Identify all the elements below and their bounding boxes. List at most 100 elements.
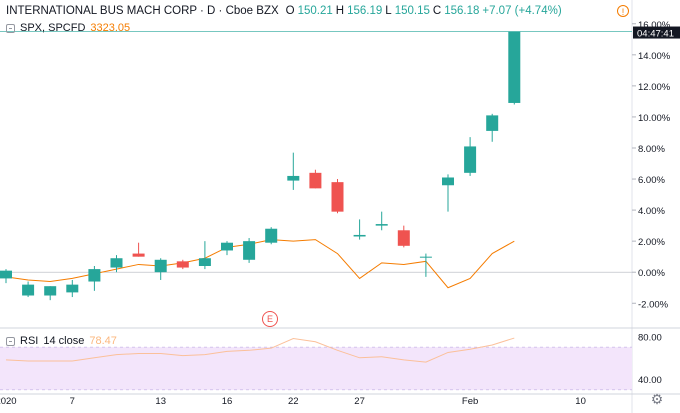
close-label: C — [432, 5, 442, 17]
x-tick-label: 27 — [354, 396, 365, 407]
rsi-value: 78.47 — [89, 335, 117, 347]
rsi-y-tick-label: 80.00 — [638, 332, 662, 343]
open-value: 150.21 — [297, 5, 333, 17]
y-tick-label: -2.00% — [638, 299, 669, 310]
candle-body — [331, 182, 344, 212]
rsi-params: 14 close — [43, 335, 85, 347]
candle-body — [353, 234, 366, 237]
y-tick-label: 0.00% — [638, 268, 665, 279]
rsi-pane — [0, 337, 632, 391]
gear-icon-glyph: ⚙ — [650, 391, 664, 407]
x-tick-label: 2020 — [0, 396, 17, 407]
candle — [265, 227, 278, 245]
time-badge: 04:47:41 — [637, 29, 674, 40]
x-tick-label: 22 — [288, 396, 299, 407]
candle-body — [66, 284, 79, 293]
compare-value: 3323.05 — [90, 22, 131, 34]
candle-body — [508, 31, 521, 103]
high-label: H — [335, 5, 345, 17]
rsi-legend[interactable]: RSI 14 close 78.47 — [6, 335, 117, 347]
low-value: 150.15 — [394, 5, 430, 17]
alert-icon-glyph: ! — [621, 7, 625, 17]
alert-icon[interactable]: ! — [617, 5, 629, 17]
candle — [22, 281, 35, 298]
candle-body — [265, 228, 278, 243]
y-tick-label: 10.00% — [638, 113, 671, 124]
earnings-marker[interactable]: E — [262, 311, 278, 327]
candle-body — [419, 256, 432, 258]
candle — [0, 269, 12, 284]
candle — [331, 179, 344, 214]
candle — [442, 174, 454, 212]
y-tick-label: 6.00% — [638, 175, 665, 186]
candle-body — [442, 177, 454, 186]
candle-body — [221, 242, 233, 251]
candle — [66, 279, 79, 298]
candle — [44, 286, 57, 301]
symbol-title[interactable]: INTERNATIONAL BUS MACH CORP · D · Cboe B… — [6, 5, 279, 17]
compare-series-line — [5, 239, 515, 289]
candle — [419, 253, 432, 277]
change-value: +7.07 (+4.74%) — [482, 5, 562, 17]
compare-legend[interactable]: SPX, SPCFD 3323.05 — [6, 22, 130, 34]
y-tick-label: 8.00% — [638, 144, 665, 155]
symbol-header: INTERNATIONAL BUS MACH CORP · D · Cboe B… — [6, 5, 562, 17]
time-badge-bg — [633, 26, 680, 39]
candle-body — [0, 270, 12, 279]
y-tick-label: 12.00% — [638, 82, 671, 93]
candle-body — [132, 253, 145, 257]
candle-body — [243, 241, 256, 260]
candle — [486, 113, 499, 142]
candle-body — [198, 258, 211, 266]
collapse-icon[interactable] — [6, 23, 15, 33]
candle — [287, 152, 300, 190]
rsi-label: RSI — [20, 335, 39, 347]
candle — [309, 169, 322, 189]
earnings-marker-label: E — [266, 314, 273, 324]
candle — [221, 241, 233, 256]
candle — [353, 219, 366, 240]
candle-body — [176, 261, 189, 268]
x-tick-label: 7 — [70, 396, 75, 407]
candle-body — [375, 224, 388, 226]
candle-body — [309, 172, 322, 189]
candle — [176, 259, 189, 270]
candle-body — [486, 115, 499, 131]
compare-label: SPX, SPCFD — [20, 22, 86, 34]
x-tick-label: 13 — [155, 396, 166, 407]
time-axis: 2020 7 13 16 22 27 Feb 10 — [0, 396, 586, 407]
candle-body — [110, 258, 123, 268]
rsi-line — [5, 337, 515, 363]
candle — [154, 258, 167, 280]
candle — [110, 255, 123, 273]
candle-body — [22, 284, 35, 296]
candle-body — [88, 269, 101, 282]
candle — [464, 137, 477, 176]
x-tick-label: 16 — [222, 396, 233, 407]
rsi-band — [0, 347, 632, 390]
candle-body — [44, 286, 57, 296]
gear-icon[interactable]: ⚙ — [650, 392, 664, 406]
y-tick-label: 2.00% — [638, 237, 665, 248]
rsi-y-tick-label: 40.00 — [638, 375, 662, 386]
high-value: 156.19 — [347, 5, 383, 17]
candle-body — [397, 230, 410, 246]
candle — [243, 238, 256, 263]
close-value: 156.18 — [444, 5, 480, 17]
low-label: L — [385, 5, 392, 17]
y-tick-label: 4.00% — [638, 206, 665, 217]
y-tick-label: 14.00% — [638, 51, 671, 62]
candle — [508, 31, 521, 105]
open-label: O — [285, 5, 295, 17]
candle — [132, 242, 145, 257]
y-tick-label: 16.00% — [638, 20, 671, 31]
collapse-icon[interactable] — [6, 336, 15, 346]
x-tick-label: 10 — [575, 396, 586, 407]
candle-body — [464, 146, 477, 173]
price-pane — [0, 31, 632, 301]
candle-body — [154, 259, 167, 273]
candle-body — [287, 175, 300, 181]
candle — [198, 241, 211, 270]
